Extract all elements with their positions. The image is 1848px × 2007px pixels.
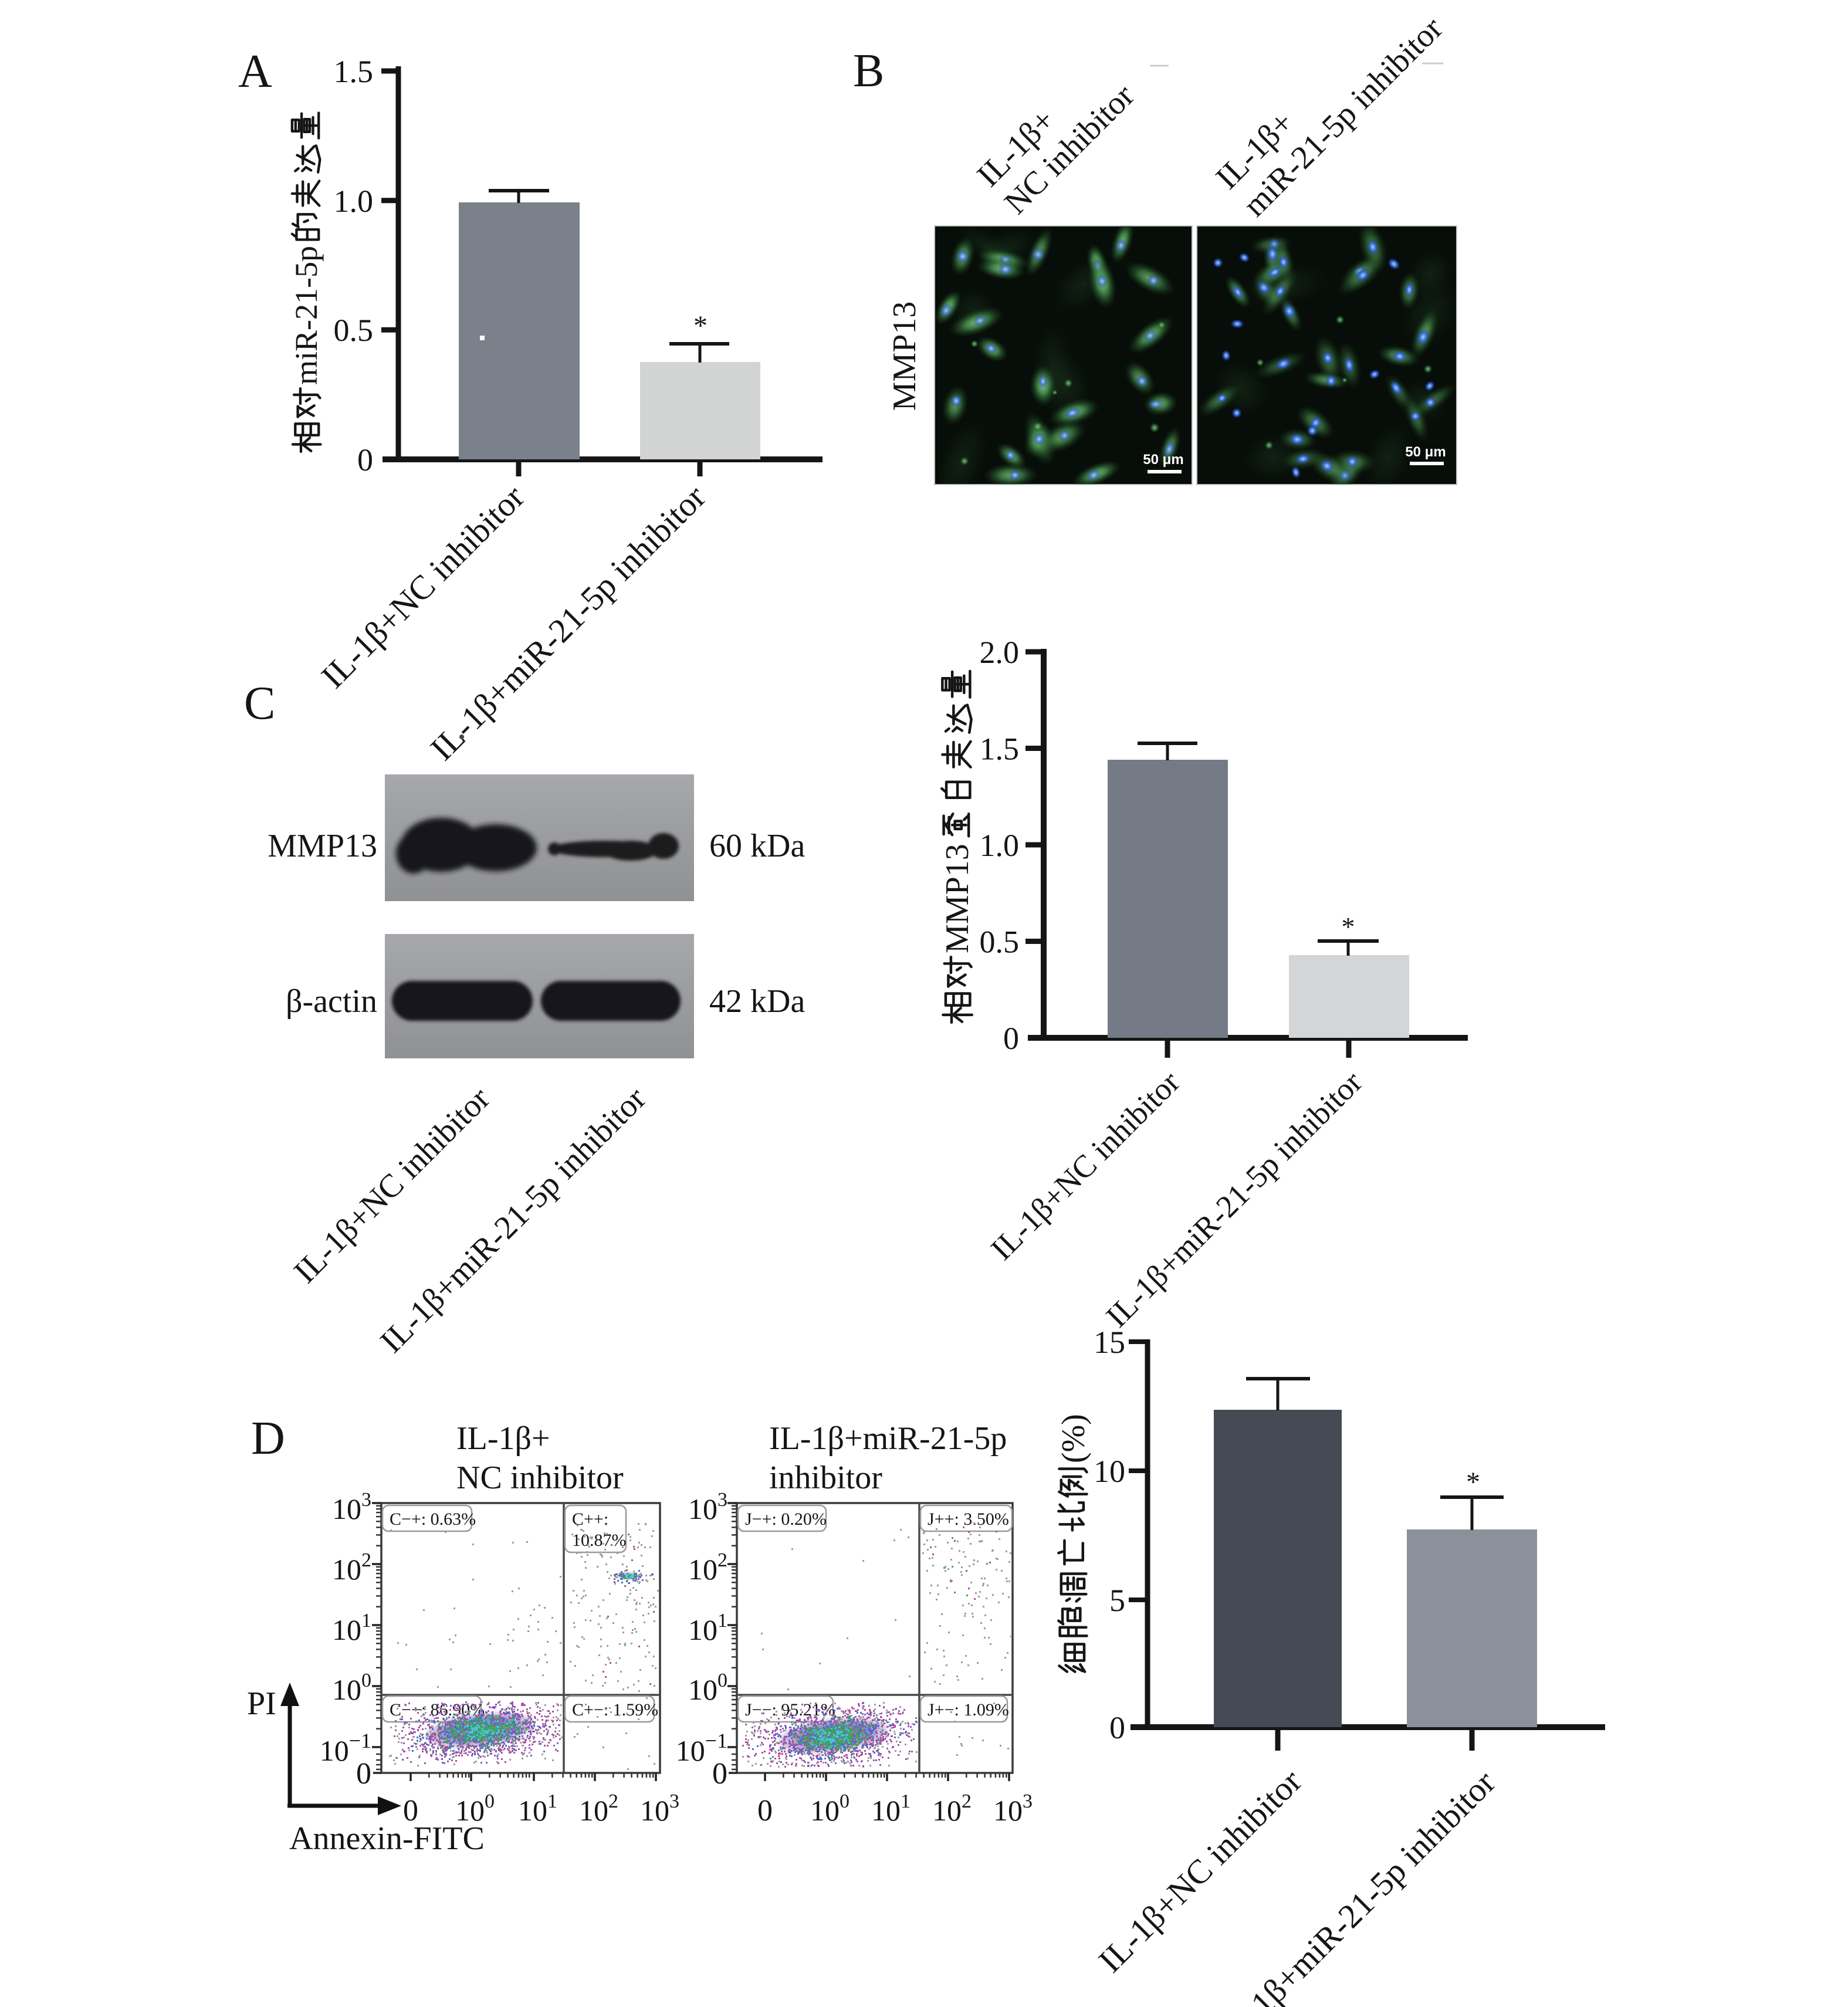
svg-text:C+−: 1.59%: C+−: 1.59% xyxy=(572,1700,658,1720)
svg-text:0: 0 xyxy=(712,1757,727,1791)
svg-text:50 μm: 50 μm xyxy=(1405,444,1446,460)
svg-text:15: 15 xyxy=(1094,1325,1125,1360)
svg-text:inhibitor: inhibitor xyxy=(769,1460,882,1496)
svg-text:J+−: 1.09%: J+−: 1.09% xyxy=(928,1700,1009,1720)
svg-text:0.5: 0.5 xyxy=(980,925,1020,960)
svg-text:IL-1β+miR-21-5p: IL-1β+miR-21-5p xyxy=(769,1420,1007,1457)
svg-text:C−+: 0.63%: C−+: 0.63% xyxy=(390,1510,476,1529)
svg-text:103: 103 xyxy=(993,1791,1033,1827)
svg-text:PI: PI xyxy=(247,1686,276,1722)
svg-text:NC inhibitor: NC inhibitor xyxy=(456,1460,624,1496)
svg-text:A: A xyxy=(238,46,272,97)
svg-text:1.5: 1.5 xyxy=(980,732,1020,767)
svg-text:5: 5 xyxy=(1109,1583,1125,1618)
svg-text:β-actin: β-actin xyxy=(286,983,377,1020)
svg-text:0: 0 xyxy=(757,1794,773,1827)
svg-text:miR-21-5p: miR-21-5p xyxy=(289,246,324,385)
svg-text:0: 0 xyxy=(1003,1021,1019,1056)
svg-text:60 kDa: 60 kDa xyxy=(709,828,805,864)
svg-text:MMP13: MMP13 xyxy=(939,844,976,953)
svg-text:1.0: 1.0 xyxy=(334,184,374,219)
svg-text:J−+: 0.20%: J−+: 0.20% xyxy=(745,1510,827,1529)
svg-text:B: B xyxy=(853,45,884,97)
svg-text:J++: 3.50%: J++: 3.50% xyxy=(928,1510,1009,1529)
svg-text:42 kDa: 42 kDa xyxy=(709,983,805,1020)
svg-text:MMP13: MMP13 xyxy=(886,302,923,411)
svg-text:50 μm: 50 μm xyxy=(1143,452,1183,468)
svg-text:10: 10 xyxy=(1094,1454,1125,1489)
svg-text:2.0: 2.0 xyxy=(980,635,1020,670)
svg-text:C: C xyxy=(244,678,275,729)
svg-text:0: 0 xyxy=(357,442,373,478)
svg-text:0: 0 xyxy=(1109,1710,1125,1745)
svg-text:1.5: 1.5 xyxy=(334,54,374,89)
svg-text:1.0: 1.0 xyxy=(980,828,1020,863)
svg-text:*: * xyxy=(1342,912,1355,942)
svg-text:D: D xyxy=(251,1413,285,1464)
svg-text:10.87%: 10.87% xyxy=(572,1531,627,1550)
svg-text:0: 0 xyxy=(403,1794,418,1827)
svg-text:*: * xyxy=(693,310,708,341)
svg-text:Annexin-FITC: Annexin-FITC xyxy=(289,1820,485,1857)
svg-text:*: * xyxy=(1466,1467,1480,1498)
svg-text:IL-1β+: IL-1β+ xyxy=(456,1420,550,1457)
svg-text:(%): (%) xyxy=(1055,1414,1092,1463)
svg-text:MMP13: MMP13 xyxy=(268,828,377,864)
svg-text:0.5: 0.5 xyxy=(334,313,374,348)
svg-text:0: 0 xyxy=(356,1757,371,1791)
